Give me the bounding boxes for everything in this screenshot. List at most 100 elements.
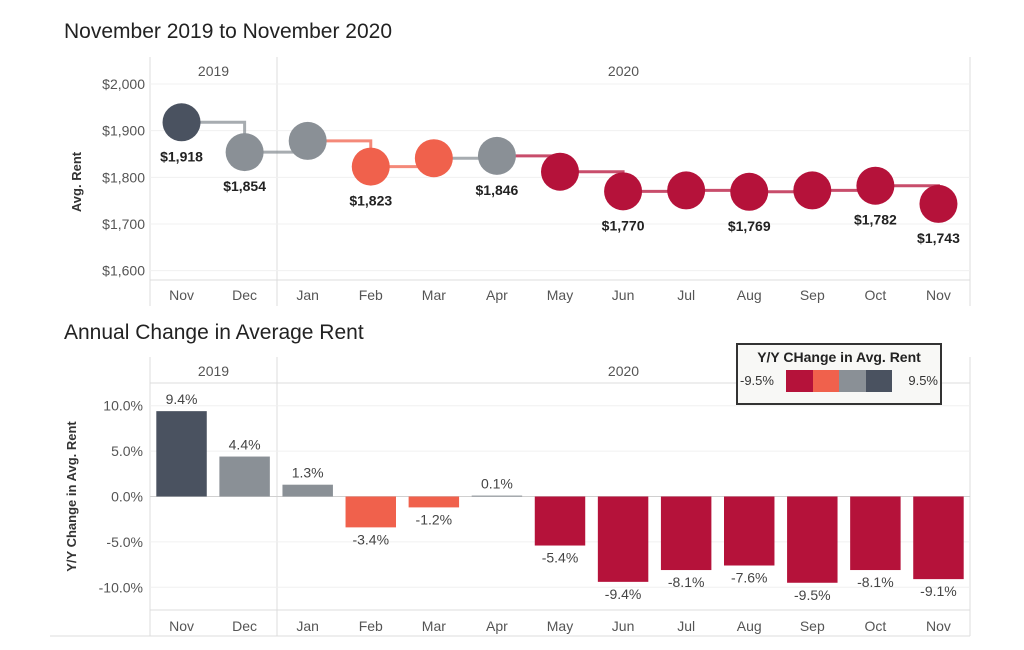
top-year-label: 2020 bbox=[608, 63, 639, 79]
change-bar-label: -7.6% bbox=[731, 570, 768, 586]
change-bar bbox=[471, 495, 523, 497]
rent-point-label: $1,823 bbox=[349, 193, 392, 209]
rent-point-label: $1,743 bbox=[917, 230, 960, 246]
rent-point-label: $1,918 bbox=[160, 148, 203, 164]
bottom-x-tick-label: Feb bbox=[359, 618, 383, 634]
change-bar-label: 0.1% bbox=[481, 476, 513, 492]
bottom-y-tick-label: -10.0% bbox=[99, 579, 143, 595]
bottom-year-label: 2019 bbox=[198, 363, 229, 379]
change-bar-label: -8.1% bbox=[668, 574, 705, 590]
legend-swatch bbox=[812, 370, 839, 392]
rent-point-label: $1,770 bbox=[602, 217, 645, 233]
top-year-label: 2019 bbox=[198, 63, 229, 79]
bottom-x-tick-label: Jun bbox=[612, 618, 635, 634]
change-bar bbox=[345, 496, 396, 528]
bottom-y-axis-title: Y/Y Change in Avg. Rent bbox=[64, 421, 79, 572]
top-x-tick-label: Dec bbox=[232, 287, 257, 303]
rent-point bbox=[604, 172, 643, 211]
rent-point-label: $1,854 bbox=[223, 178, 266, 194]
bottom-x-tick-label: Jan bbox=[296, 618, 319, 634]
top-y-tick-label: $1,600 bbox=[102, 263, 145, 279]
change-bar bbox=[219, 456, 270, 497]
change-bar-label: -9.5% bbox=[794, 587, 831, 603]
rent-point bbox=[351, 147, 390, 186]
bottom-y-tick-label: 10.0% bbox=[103, 398, 143, 414]
rent-point bbox=[288, 121, 327, 160]
change-bar-label: -8.1% bbox=[857, 574, 894, 590]
rent-point bbox=[730, 172, 769, 211]
color-legend: Y/Y CHange in Avg. Rent -9.5% 9.5% bbox=[736, 343, 942, 405]
top-x-tick-label: Jul bbox=[677, 287, 695, 303]
top-y-tick-label: $1,900 bbox=[102, 123, 145, 139]
change-bar bbox=[724, 496, 775, 566]
rent-point bbox=[414, 139, 453, 178]
change-bar-label: 4.4% bbox=[229, 437, 261, 453]
bottom-x-tick-label: Oct bbox=[864, 618, 886, 634]
top-y-axis-title: Avg. Rent bbox=[69, 151, 84, 212]
legend-title: Y/Y CHange in Avg. Rent bbox=[757, 349, 921, 365]
change-bar-label: -5.4% bbox=[542, 550, 579, 566]
bottom-x-tick-label: Aug bbox=[737, 618, 762, 634]
legend-min-label: -9.5% bbox=[740, 373, 774, 388]
change-bar bbox=[534, 496, 586, 546]
change-bar bbox=[408, 496, 460, 508]
rent-point-label: $1,782 bbox=[854, 212, 897, 228]
bottom-x-tick-label: Mar bbox=[422, 618, 446, 634]
bottom-x-tick-label: Apr bbox=[486, 618, 508, 634]
top-y-tick-label: $1,700 bbox=[102, 216, 145, 232]
change-bar-label: -9.1% bbox=[920, 583, 957, 599]
legend-color-ramp bbox=[786, 370, 892, 392]
top-y-tick-label: $1,800 bbox=[102, 169, 145, 185]
top-x-tick-label: Jan bbox=[296, 287, 319, 303]
rent-point-label: $1,846 bbox=[476, 182, 519, 198]
change-bar-label: -1.2% bbox=[416, 511, 453, 527]
rent-point bbox=[541, 152, 579, 191]
rent-point bbox=[856, 166, 895, 205]
top-x-tick-label: Apr bbox=[486, 287, 508, 303]
legend-max-label: 9.5% bbox=[908, 373, 938, 388]
rent-point-label: $1,769 bbox=[728, 218, 771, 234]
rent-point bbox=[919, 184, 958, 223]
chart-title-bottom: Annual Change in Average Rent bbox=[64, 321, 364, 344]
legend-swatch bbox=[839, 370, 866, 392]
top-x-tick-label: Oct bbox=[864, 287, 886, 303]
bottom-x-tick-label: Dec bbox=[232, 618, 257, 634]
rent-point bbox=[477, 136, 516, 175]
change-bar-label: -9.4% bbox=[605, 586, 642, 602]
change-bar bbox=[787, 496, 838, 583]
top-x-tick-label: Sep bbox=[800, 287, 825, 303]
bottom-x-tick-label: Nov bbox=[926, 618, 951, 634]
change-bar-label: -3.4% bbox=[352, 531, 389, 547]
top-x-tick-label: Mar bbox=[422, 287, 446, 303]
bottom-y-tick-label: 0.0% bbox=[111, 489, 143, 505]
chart-title-top: November 2019 to November 2020 bbox=[64, 20, 393, 43]
top-x-tick-label: Aug bbox=[737, 287, 762, 303]
bottom-x-tick-label: Nov bbox=[169, 618, 194, 634]
rent-point bbox=[793, 171, 832, 210]
rent-point bbox=[162, 103, 201, 142]
bottom-year-label: 2020 bbox=[608, 363, 639, 379]
bottom-y-tick-label: 5.0% bbox=[111, 443, 143, 459]
change-bar-label: 1.3% bbox=[292, 465, 324, 481]
top-x-tick-label: Nov bbox=[926, 287, 951, 303]
top-x-tick-label: May bbox=[547, 287, 573, 303]
change-bar-label: 9.4% bbox=[166, 391, 198, 407]
top-x-tick-label: Jun bbox=[612, 287, 635, 303]
change-bar bbox=[156, 411, 207, 497]
bottom-x-tick-label: Sep bbox=[800, 618, 825, 634]
top-x-tick-label: Feb bbox=[359, 287, 383, 303]
change-bar bbox=[282, 484, 333, 497]
top-y-tick-label: $2,000 bbox=[102, 76, 145, 92]
bottom-x-tick-label: May bbox=[547, 618, 573, 634]
rent-point bbox=[667, 171, 706, 210]
legend-swatch bbox=[786, 370, 813, 392]
bottom-x-tick-label: Jul bbox=[677, 618, 695, 634]
change-bar bbox=[913, 496, 964, 580]
top-x-tick-label: Nov bbox=[169, 287, 194, 303]
change-bar bbox=[660, 496, 712, 571]
change-bar bbox=[597, 496, 649, 582]
bottom-y-tick-label: -5.0% bbox=[106, 534, 143, 550]
legend-swatch bbox=[865, 370, 892, 392]
change-bar bbox=[850, 496, 901, 571]
